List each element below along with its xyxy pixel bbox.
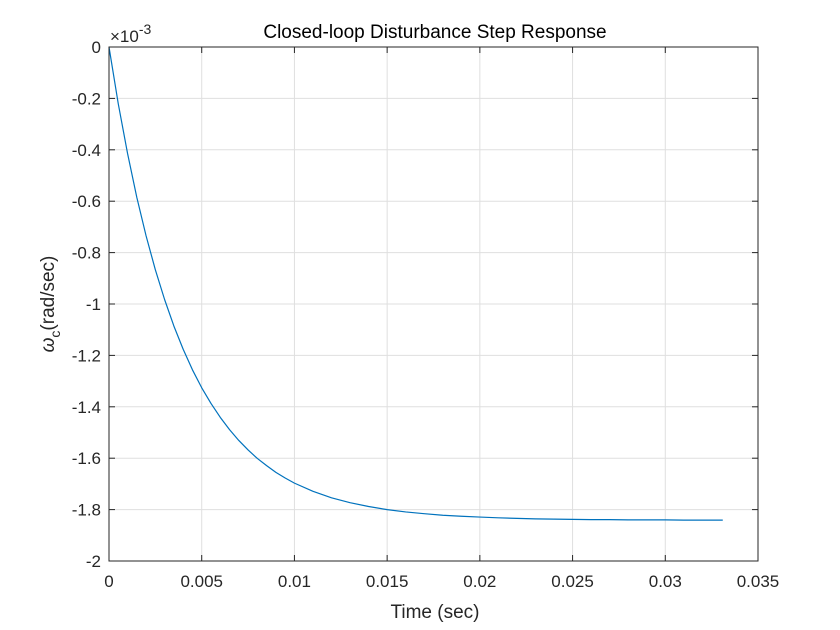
- y-tick-label: -2: [86, 552, 101, 571]
- x-tick-label: 0.01: [278, 572, 311, 591]
- y-exponent-power: -3: [139, 21, 152, 37]
- y-exponent-base: ×10: [110, 27, 139, 46]
- y-tick-label: -0.6: [72, 192, 101, 211]
- series-layer: [108, 46, 723, 521]
- x-tick-label: 0.005: [180, 572, 223, 591]
- x-tick-label: 0: [104, 572, 113, 591]
- x-tick-label: 0.03: [649, 572, 682, 591]
- x-tick-label: 0.015: [366, 572, 409, 591]
- svg-text:ωc(rad/sec): ωc(rad/sec): [38, 256, 63, 353]
- y-axis-title: ωc(rad/sec): [38, 256, 63, 353]
- y-axis-symbol: ω: [38, 337, 59, 352]
- y-tick-label: -1.8: [72, 501, 101, 520]
- x-tick-label: 0.025: [551, 572, 594, 591]
- y-tick-label: -0.8: [72, 244, 101, 263]
- series-line: [108, 46, 723, 521]
- x-tick-label: 0.035: [737, 572, 780, 591]
- y-tick-label: -1.6: [72, 449, 101, 468]
- y-tick-label: -0.4: [72, 141, 101, 160]
- ticks-layer: 0 0.005 0.01 0.015 0.02 0.025 0.03 0.035 0 -0.2 -0…: [72, 38, 780, 591]
- x-tick-label: 0.02: [463, 572, 496, 591]
- y-tick-label: 0: [92, 38, 101, 57]
- y-tick-label: -1.4: [72, 398, 101, 417]
- y-tick-label: -0.2: [72, 89, 101, 108]
- y-axis-unit: (rad/sec): [38, 256, 59, 331]
- y-exponent-label: ×10-3: [110, 21, 152, 46]
- y-tick-label: -1.2: [72, 346, 101, 365]
- y-axis-subscript: c: [47, 331, 63, 338]
- y-tick-label: -1: [86, 295, 101, 314]
- chart-title: Closed-loop Disturbance Step Response: [263, 22, 606, 43]
- x-axis-title: Time (sec): [390, 602, 479, 623]
